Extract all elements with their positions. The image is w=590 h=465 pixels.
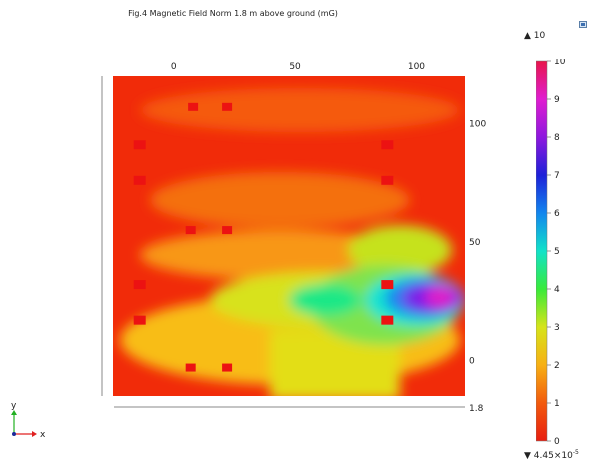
colorbar-tick-label-4: 4: [554, 285, 560, 295]
colorbar-tick-label-8: 8: [554, 133, 560, 143]
triad-y-label: y: [11, 401, 17, 411]
colorbar-min-mantissa: 4.45: [533, 451, 554, 461]
view-settings-icon[interactable]: [579, 13, 587, 28]
colorbar-tick-label-10: 10: [554, 59, 566, 67]
y-tick-label-0: 0: [469, 356, 475, 366]
source-marker-9: [381, 280, 394, 290]
source-marker-11: [381, 315, 394, 325]
colorbar-tick-label-9: 9: [554, 95, 560, 105]
source-marker-0: [188, 102, 199, 111]
colorbar-min-exponent: -5: [572, 449, 579, 456]
source-marker-8: [133, 280, 146, 290]
triad-origin: [12, 432, 16, 436]
colorbar-min-label: ▼ 4.45×10-5: [524, 449, 579, 461]
y-axis-ticks: 0 50 100: [469, 119, 486, 366]
axes-triad: y x: [11, 401, 46, 440]
colorbar-tick-label-6: 6: [554, 209, 560, 219]
colorbar-tick-label-0: 0: [554, 437, 560, 447]
colorbar: 0 1 2 3 4 5 6 7 8 9 10: [536, 59, 566, 447]
source-marker-3: [381, 140, 394, 150]
x-tick-label-0: 0: [171, 62, 177, 72]
plane-height-label: 1.8: [469, 404, 484, 414]
source-marker-2: [133, 140, 146, 150]
source-markers: [133, 102, 394, 372]
source-marker-5: [381, 175, 394, 185]
triad-x-arrowhead: [32, 431, 37, 437]
colorbar-tick-label-7: 7: [554, 171, 560, 181]
x-axis-ticks: 0 50 100: [171, 62, 425, 72]
source-marker-7: [222, 226, 233, 235]
source-marker-6: [185, 226, 196, 235]
colorbar-gradient: [536, 60, 548, 442]
source-marker-10: [133, 315, 146, 325]
x-tick-label-1: 50: [289, 62, 301, 72]
y-tick-label-2: 100: [469, 119, 486, 129]
heatmap: [113, 76, 465, 396]
colorbar-tick-label-2: 2: [554, 361, 560, 371]
source-marker-4: [133, 175, 146, 185]
colorbar-tick-label-3: 3: [554, 323, 560, 333]
x-tick-label-2: 100: [408, 62, 425, 72]
y-tick-label-1: 50: [469, 238, 481, 248]
colorbar-tick-label-5: 5: [554, 247, 560, 257]
colorbar-max-label: ▲ 10: [524, 31, 546, 41]
colorbar-max-value: 10: [533, 31, 546, 41]
triad-y-arrowhead: [11, 410, 17, 415]
colorbar-ticks: 0 1 2 3 4 5 6 7 8 9 10: [547, 59, 566, 447]
colorbar-tick-label-1: 1: [554, 399, 560, 409]
source-marker-12: [185, 363, 196, 372]
source-marker-13: [222, 363, 233, 372]
source-marker-1: [222, 102, 233, 111]
triad-x-label: x: [40, 430, 46, 440]
chart-title: Fig.4 Magnetic Field Norm 1.8 m above gr…: [128, 9, 338, 18]
